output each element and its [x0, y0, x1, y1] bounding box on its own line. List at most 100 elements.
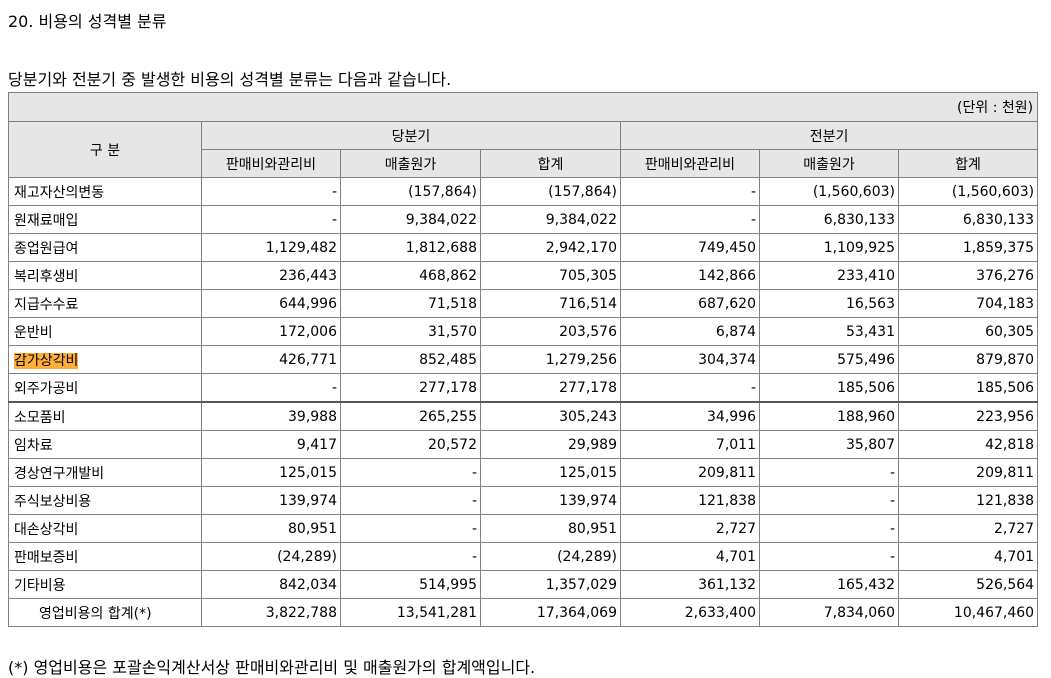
value-cell: 7,011 — [620, 430, 760, 459]
value-cell: 6,830,133 — [759, 205, 899, 234]
value-cell: 203,576 — [480, 317, 621, 346]
value-cell: 35,807 — [759, 430, 899, 459]
value-cell: 4,701 — [897, 542, 1039, 571]
value-cell: 1,357,029 — [480, 570, 621, 599]
row-label-cell: 판매보증비 — [8, 542, 202, 571]
table-row: 복리후생비 236,443 468,862 705,305 142,866 233,410… — [8, 261, 1039, 290]
row-label-cell: 영업비용의 합계(*) — [8, 598, 202, 627]
value-cell: - — [340, 514, 481, 543]
row-label: 원재료매입 — [14, 212, 79, 229]
row-label-cell: 지급수수료 — [8, 289, 202, 318]
period-current-header: 당분기 — [201, 121, 621, 150]
value-cell: 1,279,256 — [480, 345, 621, 374]
value-cell: 29,989 — [480, 430, 621, 459]
value-cell: 53,431 — [759, 317, 899, 346]
value-cell: 644,996 — [201, 289, 341, 318]
value-cell: 749,450 — [620, 233, 760, 262]
value-cell: 376,276 — [897, 261, 1039, 290]
value-cell: 277,178 — [480, 373, 621, 403]
table-row: 지급수수료 644,996 71,518 716,514 687,620 16,563 70… — [8, 289, 1039, 318]
row-label-cell: 감가상각비 — [8, 345, 202, 374]
value-cell: 139,974 — [201, 486, 341, 515]
value-cell: 3,822,788 — [201, 598, 341, 627]
value-cell: 426,771 — [201, 345, 341, 374]
col-header: 판매비와관리비 — [620, 149, 760, 178]
row-label: 경상연구개발비 — [14, 465, 105, 482]
value-cell: - — [201, 177, 341, 206]
value-cell: 2,633,400 — [620, 598, 760, 627]
value-cell: 9,384,022 — [340, 205, 481, 234]
row-label-cell: 복리후생비 — [8, 261, 202, 290]
row-label: 임차료 — [14, 437, 53, 454]
value-cell: 304,374 — [620, 345, 760, 374]
value-cell: 125,015 — [201, 458, 341, 487]
value-cell: 223,956 — [897, 401, 1039, 431]
value-cell: 1,859,375 — [897, 233, 1039, 262]
value-cell: 2,942,170 — [480, 233, 621, 262]
footnote: (*) 영업비용은 포괄손익계산서상 판매비와관리비 및 매출원가의 합계액입니… — [8, 658, 536, 677]
table-row: 소모품비 39,988 265,255 305,243 34,996 188,960 223… — [8, 401, 1039, 431]
value-cell: 4,701 — [620, 542, 760, 571]
value-cell: 16,563 — [759, 289, 899, 318]
row-label-cell: 임차료 — [8, 430, 202, 459]
value-cell: 80,951 — [480, 514, 621, 543]
value-cell: 277,178 — [340, 373, 481, 403]
table-row: 대손상각비 80,951-80,951 2,727-2,727 — [8, 514, 1039, 543]
section-heading: 20. 비용의 성격별 분류 — [8, 12, 167, 31]
row-label: 소모품비 — [14, 409, 66, 426]
row-label-cell: 주식보상비용 — [8, 486, 202, 515]
value-cell: - — [340, 542, 481, 571]
value-cell: 575,496 — [759, 345, 899, 374]
row-label: 재고자산의변동 — [14, 184, 105, 201]
value-cell: 236,443 — [201, 261, 341, 290]
value-cell: 165,432 — [759, 570, 899, 599]
value-cell: 361,132 — [620, 570, 760, 599]
value-cell: 17,364,069 — [480, 598, 621, 627]
table-row: 운반비 172,006 31,570 203,576 6,874 53,431 60,305 — [8, 317, 1039, 346]
value-cell: 305,243 — [480, 401, 621, 431]
value-cell: 704,183 — [897, 289, 1039, 318]
row-label-cell: 운반비 — [8, 317, 202, 346]
value-cell: 2,727 — [620, 514, 760, 543]
row-label-cell: 원재료매입 — [8, 205, 202, 234]
value-cell: 687,620 — [620, 289, 760, 318]
row-label: 종업원급여 — [14, 240, 79, 257]
table-row: 임차료 9,417 20,572 29,989 7,011 35,807 42,818 — [8, 430, 1039, 459]
value-cell: 13,541,281 — [340, 598, 481, 627]
row-label-cell: 종업원급여 — [8, 233, 202, 262]
row-label-cell: 경상연구개발비 — [8, 458, 202, 487]
value-cell: 139,974 — [480, 486, 621, 515]
total-row: 영업비용의 합계(*) 3,822,788 13,541,281 17,364,069… — [8, 598, 1039, 627]
value-cell: 60,305 — [897, 317, 1039, 346]
col-header: 판매비와관리비 — [201, 149, 341, 178]
value-cell: 852,485 — [340, 345, 481, 374]
value-cell: 209,811 — [620, 458, 760, 487]
row-label-cell: 기타비용 — [8, 570, 202, 599]
table-row: 주식보상비용 139,974-139,974 121,838-121,838 — [8, 486, 1039, 515]
value-cell: 121,838 — [620, 486, 760, 515]
value-cell: 526,564 — [897, 570, 1039, 599]
value-cell: 233,410 — [759, 261, 899, 290]
value-cell: 7,834,060 — [759, 598, 899, 627]
value-cell: - — [759, 458, 899, 487]
value-cell: 9,384,022 — [480, 205, 621, 234]
value-cell: - — [620, 373, 760, 403]
table-row: 재고자산의변동 - (157,864) (157,864) - (1,560,603) (1… — [8, 177, 1039, 206]
value-cell: 842,034 — [201, 570, 341, 599]
row-label-cell: 소모품비 — [8, 401, 202, 431]
row-label: 주식보상비용 — [14, 493, 92, 510]
value-cell: 42,818 — [897, 430, 1039, 459]
value-cell: 185,506 — [897, 373, 1039, 403]
col-header: 매출원가 — [759, 149, 899, 178]
value-cell: 172,006 — [201, 317, 341, 346]
row-label: 복리후생비 — [14, 268, 79, 285]
value-cell: - — [620, 205, 760, 234]
value-cell: (24,289) — [480, 542, 621, 571]
value-cell: 716,514 — [480, 289, 621, 318]
value-cell: 1,812,688 — [340, 233, 481, 262]
value-cell: - — [340, 458, 481, 487]
category-header: 구 분 — [8, 121, 202, 178]
value-cell: 468,862 — [340, 261, 481, 290]
value-cell: 71,518 — [340, 289, 481, 318]
row-label: 외주가공비 — [14, 380, 79, 397]
